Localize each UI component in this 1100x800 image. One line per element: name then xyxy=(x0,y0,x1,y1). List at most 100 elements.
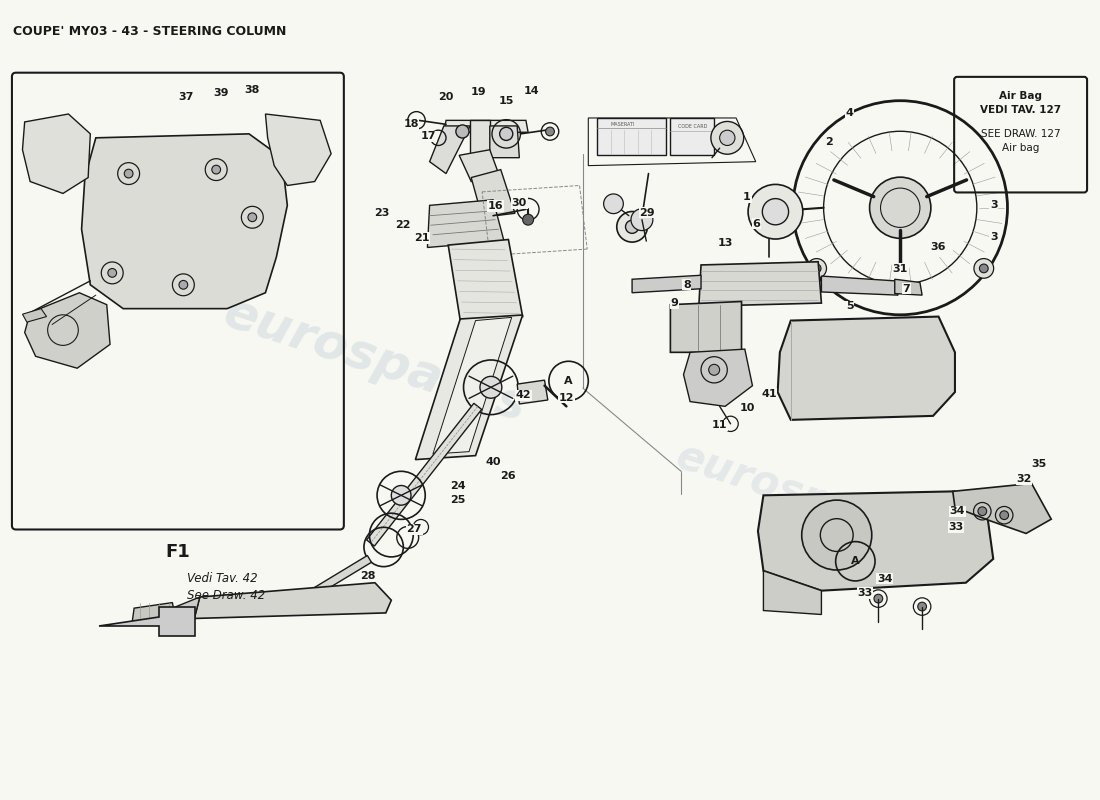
Polygon shape xyxy=(683,349,752,406)
Polygon shape xyxy=(433,318,512,454)
Polygon shape xyxy=(698,262,822,306)
Polygon shape xyxy=(763,571,822,614)
Text: 32: 32 xyxy=(1016,474,1032,485)
Polygon shape xyxy=(165,597,200,618)
Text: SEE DRAW. 127: SEE DRAW. 127 xyxy=(981,129,1060,139)
Text: 39: 39 xyxy=(212,87,229,98)
Polygon shape xyxy=(517,380,548,404)
Circle shape xyxy=(917,602,926,611)
Polygon shape xyxy=(443,120,528,132)
Text: 40: 40 xyxy=(485,457,501,467)
Text: 24: 24 xyxy=(450,481,466,490)
Text: VEDI TAV. 127: VEDI TAV. 127 xyxy=(980,106,1062,115)
Text: 38: 38 xyxy=(244,85,260,95)
Polygon shape xyxy=(471,170,515,218)
Text: 20: 20 xyxy=(438,92,453,102)
Circle shape xyxy=(974,258,993,278)
Text: 2: 2 xyxy=(825,137,833,147)
Polygon shape xyxy=(490,126,519,158)
Text: 11: 11 xyxy=(712,421,727,430)
Text: 25: 25 xyxy=(450,495,465,505)
Polygon shape xyxy=(778,317,955,420)
Circle shape xyxy=(392,486,411,505)
Circle shape xyxy=(480,376,502,398)
Polygon shape xyxy=(459,150,498,182)
Text: 42: 42 xyxy=(516,390,531,400)
Text: 14: 14 xyxy=(524,86,539,96)
Text: 7: 7 xyxy=(902,284,910,294)
Circle shape xyxy=(455,125,469,138)
Text: 34: 34 xyxy=(949,506,965,516)
Text: A: A xyxy=(851,556,860,566)
Text: Air bag: Air bag xyxy=(1002,143,1040,154)
Text: 6: 6 xyxy=(752,218,760,229)
Text: 28: 28 xyxy=(361,571,376,582)
Text: 21: 21 xyxy=(415,233,430,243)
Text: A: A xyxy=(564,376,573,386)
Circle shape xyxy=(522,214,534,225)
Polygon shape xyxy=(195,582,392,618)
Circle shape xyxy=(626,220,639,234)
Text: 36: 36 xyxy=(931,242,946,253)
Text: 15: 15 xyxy=(498,96,514,106)
Text: 12: 12 xyxy=(559,393,574,402)
Text: 9: 9 xyxy=(671,298,679,308)
Polygon shape xyxy=(416,315,522,459)
Circle shape xyxy=(179,281,188,289)
Text: 37: 37 xyxy=(178,91,194,102)
Text: 30: 30 xyxy=(512,198,527,208)
Text: 16: 16 xyxy=(487,201,503,211)
Polygon shape xyxy=(22,309,46,322)
Polygon shape xyxy=(366,403,482,546)
Polygon shape xyxy=(670,302,741,352)
Circle shape xyxy=(108,269,117,278)
Text: MASERATI: MASERATI xyxy=(610,122,635,127)
Circle shape xyxy=(546,127,554,136)
Text: 10: 10 xyxy=(739,403,755,413)
Text: 34: 34 xyxy=(877,574,893,584)
Polygon shape xyxy=(265,114,331,186)
Circle shape xyxy=(748,185,803,239)
Polygon shape xyxy=(22,114,90,194)
Circle shape xyxy=(978,507,987,515)
Polygon shape xyxy=(894,279,922,295)
Polygon shape xyxy=(632,275,701,293)
Text: F1: F1 xyxy=(165,543,190,561)
Polygon shape xyxy=(670,118,714,155)
Text: 1: 1 xyxy=(744,193,751,202)
Circle shape xyxy=(870,177,931,238)
Circle shape xyxy=(806,258,826,278)
Text: 18: 18 xyxy=(404,119,419,130)
Text: 3: 3 xyxy=(990,232,998,242)
Circle shape xyxy=(617,211,648,242)
Polygon shape xyxy=(470,120,490,158)
Text: 33: 33 xyxy=(858,588,872,598)
Polygon shape xyxy=(953,483,1052,534)
Polygon shape xyxy=(430,126,470,174)
Circle shape xyxy=(711,122,744,154)
Polygon shape xyxy=(758,491,993,590)
Circle shape xyxy=(631,209,653,230)
Text: eurospares: eurospares xyxy=(670,434,933,556)
Circle shape xyxy=(499,127,513,141)
Text: CODE CARD: CODE CARD xyxy=(678,123,707,129)
Polygon shape xyxy=(81,134,287,309)
Polygon shape xyxy=(132,602,176,624)
Text: Air Bag: Air Bag xyxy=(999,91,1042,101)
Circle shape xyxy=(124,170,133,178)
Text: 17: 17 xyxy=(421,131,437,142)
Text: 27: 27 xyxy=(407,525,422,534)
Text: Vedi Tav. 42: Vedi Tav. 42 xyxy=(187,571,257,585)
Text: 26: 26 xyxy=(499,471,515,482)
Polygon shape xyxy=(428,200,504,247)
Text: 31: 31 xyxy=(892,264,907,274)
Text: 22: 22 xyxy=(396,220,411,230)
Polygon shape xyxy=(24,293,110,368)
Text: 4: 4 xyxy=(846,108,854,118)
Text: 41: 41 xyxy=(761,389,777,398)
Text: 8: 8 xyxy=(683,280,691,290)
Polygon shape xyxy=(822,276,898,295)
Text: 5: 5 xyxy=(846,302,854,311)
Polygon shape xyxy=(99,607,196,636)
Circle shape xyxy=(708,364,719,375)
